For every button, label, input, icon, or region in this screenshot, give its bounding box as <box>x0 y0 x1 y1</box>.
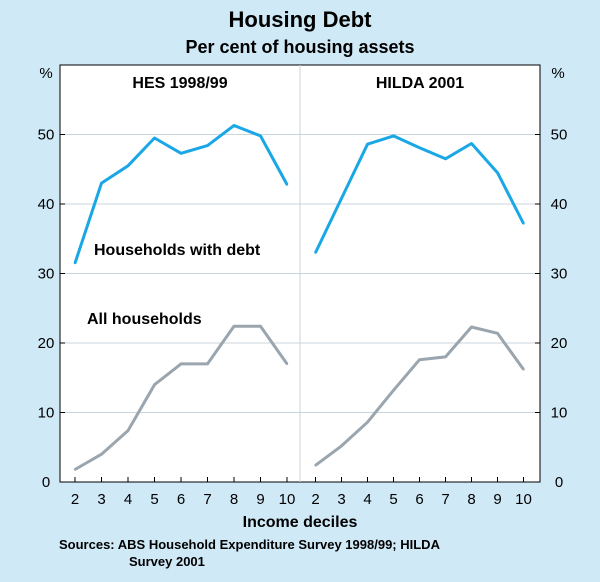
data-point-p1-s0-9 <box>496 171 499 174</box>
data-point-p1-s1-3 <box>340 444 343 448</box>
data-point-p1-s1-5 <box>392 389 395 392</box>
data-point-p1-s0-2 <box>314 251 317 254</box>
data-point-p0-s0-6 <box>179 152 183 155</box>
x-tick-p1-2: 2 <box>311 491 319 508</box>
y-tick-left-10: 10 <box>38 405 55 422</box>
source-note: Sources: ABS Household Expenditure Surve… <box>59 537 441 552</box>
x-tick-p0-2: 2 <box>71 491 79 508</box>
x-tick-p0-3: 3 <box>97 491 105 508</box>
y-tick-left-40: 40 <box>38 196 55 213</box>
data-point-p0-s0-5 <box>153 136 156 140</box>
data-point-p1-s1-9 <box>496 332 499 335</box>
data-point-p1-s0-3 <box>340 197 343 200</box>
right-unit-label: % <box>551 65 564 82</box>
data-point-p1-s0-10 <box>522 222 525 225</box>
x-tick-p0-9: 9 <box>256 491 264 508</box>
x-tick-p0-5: 5 <box>150 491 158 508</box>
x-tick-p0-6: 6 <box>177 491 185 508</box>
x-tick-p0-10: 10 <box>279 491 296 508</box>
series-lines <box>73 124 525 471</box>
data-point-p1-s0-6 <box>418 146 421 149</box>
data-point-p0-s1-3 <box>100 453 103 456</box>
x-tick-p0-7: 7 <box>203 491 211 508</box>
data-point-p0-s1-6 <box>179 362 183 366</box>
y-tick-right-0: 0 <box>555 474 563 491</box>
left-unit-label: % <box>39 65 52 82</box>
axis-ticks: 0 0 10 10 20 20 30 30 40 40 50 50 2 3 4 5 6 7 8 9 10 2 3 4 5 6 7 8 9… <box>38 127 568 509</box>
x-tick-p1-6: 6 <box>415 491 423 508</box>
data-point-p1-s1-2 <box>314 464 317 467</box>
data-point-p0-s0-2 <box>73 261 77 265</box>
x-tick-p0-4: 4 <box>124 491 132 508</box>
data-point-p0-s1-4 <box>126 429 130 432</box>
data-point-p0-s0-3 <box>100 181 103 185</box>
chart-subtitle: Per cent of housing assets <box>185 37 414 57</box>
x-tick-p1-7: 7 <box>441 491 449 508</box>
data-point-p1-s0-4 <box>366 143 369 146</box>
x-tick-p1-4: 4 <box>363 491 371 508</box>
series-label-households-with-debt: Households with debt <box>94 242 261 259</box>
y-tick-left-30: 30 <box>38 266 55 283</box>
data-point-p1-s1-10 <box>522 368 525 371</box>
source-note-line2: Survey 2001 <box>129 554 205 569</box>
data-point-p0-s0-4 <box>126 164 130 167</box>
data-point-p0-s1-9 <box>259 325 262 328</box>
y-tick-right-50: 50 <box>551 127 568 144</box>
data-point-p1-s0-5 <box>392 134 395 138</box>
data-point-p1-s1-7 <box>444 355 447 359</box>
data-point-p0-s1-8 <box>232 325 236 328</box>
y-tick-right-10: 10 <box>551 405 568 422</box>
panel-title-hilda: HILDA 2001 <box>376 75 464 92</box>
y-tick-left-50: 50 <box>38 127 55 144</box>
panel-title-hes: HES 1998/99 <box>132 75 227 92</box>
y-tick-right-40: 40 <box>551 196 568 213</box>
x-tick-p1-5: 5 <box>389 491 397 508</box>
y-tick-left-20: 20 <box>38 335 55 352</box>
series-label-all-households: All households <box>87 311 202 328</box>
x-tick-p1-3: 3 <box>337 491 345 508</box>
data-point-p0-s1-5 <box>153 383 156 386</box>
data-point-p0-s1-10 <box>285 362 289 366</box>
data-point-p0-s0-10 <box>285 183 289 186</box>
data-point-p1-s1-8 <box>470 325 473 329</box>
y-tick-left-0: 0 <box>42 474 50 491</box>
x-tick-p0-8: 8 <box>230 491 238 508</box>
x-tick-p1-9: 9 <box>493 491 501 508</box>
data-point-p1-s1-6 <box>418 358 421 361</box>
data-point-p1-s1-4 <box>366 421 369 424</box>
y-tick-right-20: 20 <box>551 335 568 352</box>
data-point-p0-s0-8 <box>232 124 236 127</box>
chart-title: Housing Debt <box>229 7 373 32</box>
data-point-p0-s1-2 <box>73 468 77 471</box>
data-point-p0-s0-7 <box>206 144 209 147</box>
data-point-p1-s0-8 <box>470 142 473 145</box>
x-tick-p1-10: 10 <box>515 491 532 508</box>
x-tick-p1-8: 8 <box>467 491 475 508</box>
x-axis-label: Income deciles <box>243 514 358 531</box>
data-point-p1-s0-7 <box>444 157 447 161</box>
y-tick-right-30: 30 <box>551 266 568 283</box>
data-point-p0-s1-7 <box>206 362 209 366</box>
data-point-p0-s0-9 <box>259 134 262 138</box>
